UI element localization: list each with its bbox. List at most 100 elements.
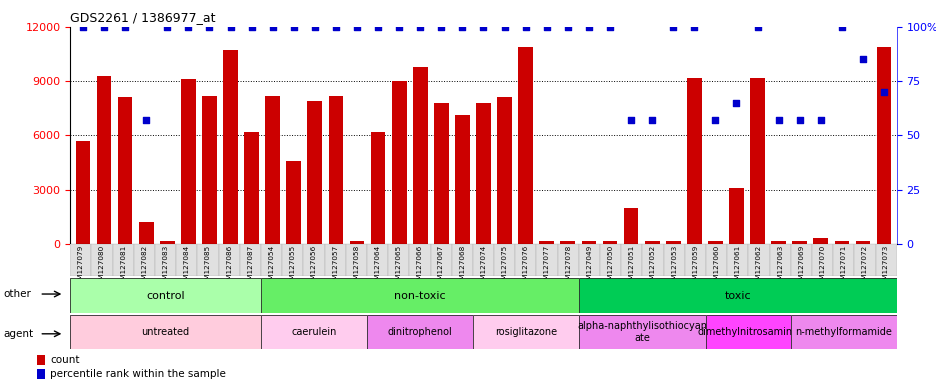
- Bar: [475, 103, 490, 244]
- Point: [265, 24, 280, 30]
- Point: [518, 24, 533, 30]
- Bar: [433, 103, 448, 244]
- Bar: [812, 238, 827, 244]
- Bar: [37, 369, 45, 379]
- Bar: [349, 241, 364, 244]
- Point: [833, 24, 848, 30]
- Point: [117, 24, 132, 30]
- Bar: [371, 132, 385, 244]
- Bar: [621, 244, 642, 276]
- Text: GSM127084: GSM127084: [183, 245, 190, 289]
- Bar: [686, 78, 701, 244]
- Text: caerulein: caerulein: [291, 327, 336, 337]
- Bar: [812, 244, 832, 276]
- Bar: [282, 244, 303, 276]
- Bar: [728, 188, 743, 244]
- Bar: [539, 241, 553, 244]
- Bar: [112, 244, 134, 276]
- Bar: [832, 244, 854, 276]
- Text: GSM127079: GSM127079: [78, 245, 84, 289]
- Bar: [748, 244, 768, 276]
- Bar: [329, 96, 343, 244]
- Text: dinitrophenol: dinitrophenol: [388, 327, 452, 337]
- Point: [223, 24, 238, 30]
- Bar: [642, 244, 663, 276]
- Point: [391, 24, 406, 30]
- Bar: [790, 244, 812, 276]
- Point: [728, 100, 743, 106]
- Bar: [473, 244, 493, 276]
- Point: [370, 24, 385, 30]
- Text: n-methylformamide: n-methylformamide: [795, 327, 891, 337]
- Point: [475, 24, 490, 30]
- Text: GSM127075: GSM127075: [501, 245, 507, 289]
- Bar: [726, 244, 748, 276]
- Bar: [244, 132, 258, 244]
- Bar: [367, 244, 388, 276]
- Point: [349, 24, 364, 30]
- Bar: [705, 244, 726, 276]
- Text: GSM127053: GSM127053: [670, 245, 677, 289]
- Bar: [768, 244, 790, 276]
- Point: [496, 24, 511, 30]
- Text: GSM127062: GSM127062: [755, 245, 761, 289]
- Bar: [430, 244, 451, 276]
- Text: GSM127056: GSM127056: [311, 245, 316, 289]
- Text: GSM127069: GSM127069: [797, 245, 803, 289]
- Text: GSM127054: GSM127054: [269, 245, 274, 289]
- Bar: [623, 208, 637, 244]
- Point: [159, 24, 174, 30]
- Bar: [557, 244, 578, 276]
- Text: alpha-naphthylisothiocyan
ate: alpha-naphthylisothiocyan ate: [577, 321, 707, 343]
- Text: GSM127055: GSM127055: [289, 245, 296, 289]
- Bar: [197, 244, 218, 276]
- Point: [201, 24, 216, 30]
- Point: [433, 24, 448, 30]
- Text: GSM127087: GSM127087: [247, 245, 253, 289]
- Bar: [413, 67, 427, 244]
- Text: GSM127068: GSM127068: [459, 245, 465, 289]
- Bar: [599, 244, 621, 276]
- Point: [580, 24, 595, 30]
- Point: [749, 24, 764, 30]
- Text: toxic: toxic: [724, 291, 751, 301]
- Text: GSM127052: GSM127052: [650, 245, 655, 289]
- Text: GSM127080: GSM127080: [99, 245, 105, 289]
- Bar: [37, 355, 45, 366]
- Text: GSM127071: GSM127071: [840, 245, 846, 289]
- Bar: [160, 241, 174, 244]
- Bar: [307, 101, 322, 244]
- Text: GSM127067: GSM127067: [438, 245, 444, 289]
- Text: GDS2261 / 1386977_at: GDS2261 / 1386977_at: [70, 11, 215, 24]
- Bar: [560, 241, 575, 244]
- Bar: [345, 244, 367, 276]
- Text: GSM127078: GSM127078: [564, 245, 571, 289]
- Point: [812, 117, 827, 123]
- Bar: [497, 98, 511, 244]
- Bar: [874, 244, 896, 276]
- Bar: [76, 141, 90, 244]
- Bar: [96, 76, 111, 244]
- Text: untreated: untreated: [141, 327, 189, 337]
- Bar: [303, 244, 324, 276]
- Text: GSM127074: GSM127074: [480, 245, 486, 289]
- Bar: [154, 244, 176, 276]
- Text: GSM127083: GSM127083: [163, 245, 168, 289]
- Text: GSM127059: GSM127059: [692, 245, 697, 289]
- Bar: [118, 98, 132, 244]
- Text: count: count: [51, 355, 80, 365]
- Point: [328, 24, 343, 30]
- Text: GSM127073: GSM127073: [882, 245, 888, 289]
- Point: [412, 24, 427, 30]
- Bar: [134, 244, 154, 276]
- Text: agent: agent: [3, 329, 34, 339]
- Bar: [834, 241, 848, 244]
- Bar: [876, 47, 890, 244]
- Point: [707, 117, 722, 123]
- Bar: [324, 244, 345, 276]
- Text: GSM127057: GSM127057: [331, 245, 338, 289]
- Text: GSM127065: GSM127065: [395, 245, 402, 289]
- Point: [622, 117, 637, 123]
- Bar: [181, 79, 196, 244]
- Bar: [139, 222, 154, 244]
